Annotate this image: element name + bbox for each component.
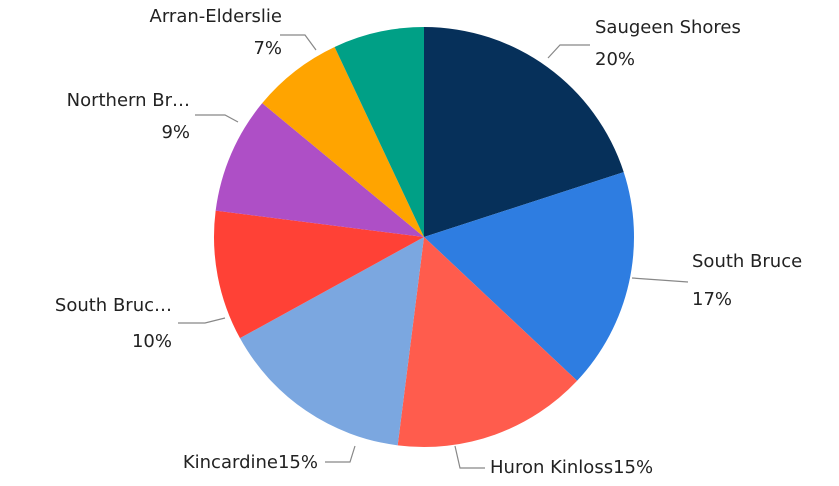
value-label: 7%: [253, 38, 282, 59]
pie-slice: [424, 27, 624, 237]
leader-line: [631, 277, 689, 283]
value-label: 15%: [278, 452, 318, 473]
slice-label: Arran-Elderslie: [150, 6, 282, 27]
pie-slice: [334, 27, 424, 237]
category-label: South Bruce: [692, 251, 802, 272]
category-label: South Bruc…: [55, 295, 172, 316]
slice-label: South Bruce: [692, 251, 802, 272]
pie-slice: [215, 103, 424, 237]
value-label: 20%: [595, 49, 635, 70]
value-label: 15%: [613, 457, 653, 478]
value-label: 10%: [132, 331, 172, 352]
leader-line: [178, 317, 226, 324]
slice-label: Northern Br…: [67, 90, 190, 111]
category-label: Northern Br…: [67, 90, 190, 111]
pie-slice: [213, 210, 424, 339]
slice-label: Kincardine15%: [183, 452, 318, 473]
category-label: Kincardine: [183, 452, 278, 473]
pie-slice: [239, 237, 424, 446]
value-label: 9%: [161, 122, 190, 143]
value-label: 17%: [692, 289, 732, 310]
slice-label: South Bruc…: [55, 295, 172, 316]
category-label: Huron Kinloss: [490, 457, 613, 478]
pie-slice: [397, 237, 578, 448]
category-label: Saugeen Shores: [595, 17, 741, 38]
leader-line: [195, 114, 239, 123]
leader-line: [280, 34, 317, 51]
slice-label: Huron Kinloss15%: [490, 457, 653, 478]
pie-slice: [424, 172, 634, 381]
slice-label: Saugeen Shores: [595, 17, 741, 38]
leader-line: [547, 44, 590, 59]
leader-line: [325, 445, 356, 463]
leader-line: [454, 445, 485, 469]
category-label: Arran-Elderslie: [150, 6, 282, 27]
pie-slice: [262, 46, 424, 237]
